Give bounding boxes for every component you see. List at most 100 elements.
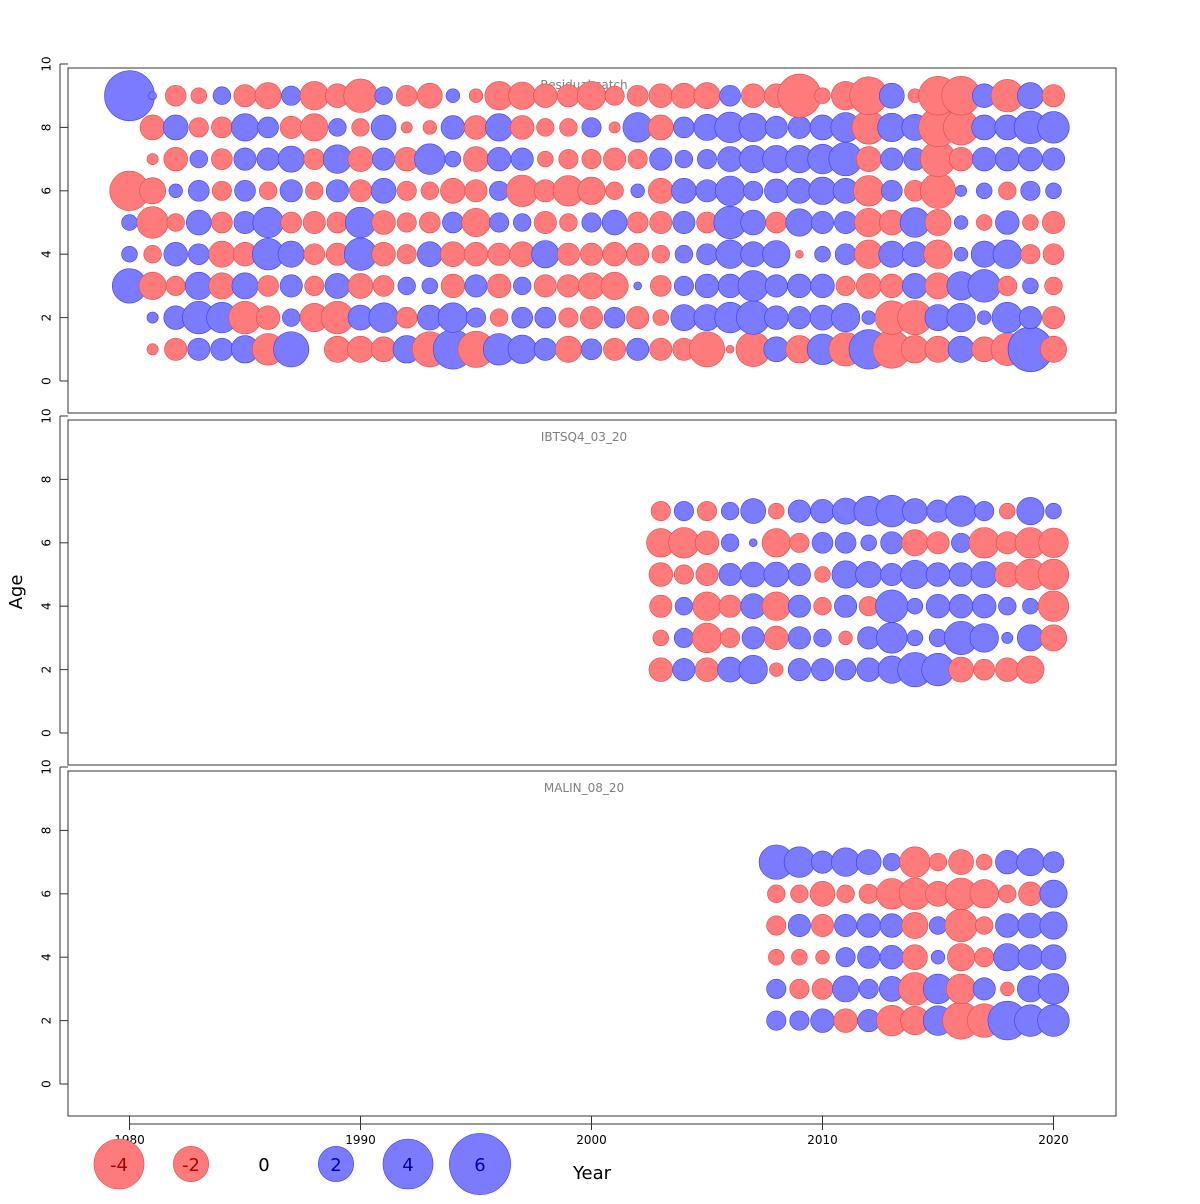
positive-residual-bubble (344, 206, 377, 239)
legend-bubble (318, 1146, 354, 1182)
positive-residual-bubble (282, 308, 301, 327)
positive-residual-bubble (787, 914, 811, 937)
negative-residual-bubble (1018, 881, 1043, 906)
positive-residual-bubble (831, 560, 860, 589)
positive-residual-bubble (233, 147, 257, 171)
negative-residual-bubble (648, 83, 673, 108)
negative-residual-bubble (580, 306, 603, 330)
negative-residual-bubble (211, 148, 233, 170)
negative-residual-bubble (577, 176, 606, 205)
negative-residual-bubble (536, 118, 555, 137)
negative-residual-bubble (604, 85, 625, 106)
positive-residual-bubble (740, 241, 767, 267)
negative-residual-bubble (833, 1008, 858, 1033)
negative-residual-bubble (396, 244, 417, 265)
negative-residual-bubble (902, 944, 928, 971)
positive-residual-bubble (945, 495, 977, 527)
positive-residual-bubble (875, 589, 909, 623)
negative-residual-bubble (1042, 211, 1065, 234)
negative-residual-bubble (608, 121, 621, 134)
positive-residual-bubble (277, 240, 305, 268)
positive-residual-bubble (879, 945, 904, 970)
negative-residual-bubble (556, 84, 580, 108)
positive-residual-bubble (186, 209, 212, 236)
positive-residual-bubble (414, 143, 446, 175)
positive-residual-bubble (783, 846, 816, 878)
negative-residual-bubble (626, 306, 650, 330)
negative-residual-bubble (924, 209, 952, 236)
positive-residual-bubble (421, 277, 439, 295)
positive-residual-bubble (1016, 848, 1045, 877)
negative-residual-bubble (697, 501, 717, 522)
positive-residual-bubble (397, 276, 416, 296)
positive-residual-bubble (855, 849, 882, 875)
positive-residual-bubble (740, 561, 767, 588)
positive-residual-bubble (738, 655, 768, 685)
positive-residual-bubble (787, 594, 811, 618)
negative-residual-bubble (146, 153, 159, 165)
positive-residual-bubble (273, 331, 310, 368)
positive-residual-bubble (437, 302, 468, 333)
negative-residual-bubble (326, 211, 349, 234)
positive-residual-bubble (121, 245, 138, 263)
positive-residual-bubble (581, 117, 602, 138)
positive-residual-bubble (856, 657, 881, 682)
negative-residual-bubble (650, 501, 671, 522)
negative-residual-bubble (400, 121, 413, 134)
positive-residual-bubble (906, 629, 924, 647)
negative-residual-bubble (695, 563, 719, 586)
positive-residual-bubble (975, 182, 993, 200)
negative-residual-bubble (948, 146, 974, 172)
positive-residual-bubble (786, 178, 813, 204)
positive-residual-bubble (880, 531, 904, 555)
positive-residual-bubble (879, 913, 904, 938)
legend-label: 2 (330, 1155, 341, 1176)
positive-residual-bubble (1037, 1004, 1070, 1037)
negative-residual-bubble (858, 883, 879, 904)
positive-residual-bubble (764, 115, 788, 139)
positive-residual-bubble (977, 310, 992, 325)
negative-residual-bubble (948, 849, 974, 875)
negative-residual-bubble (693, 82, 721, 110)
negative-residual-bubble (928, 852, 948, 872)
legend-bubble (382, 1138, 434, 1190)
positive-residual-bubble (671, 178, 697, 204)
negative-residual-bubble (1042, 243, 1065, 265)
negative-residual-bubble (795, 249, 804, 259)
negative-residual-bubble (395, 306, 418, 329)
positive-residual-bubble (507, 334, 537, 364)
negative-residual-bubble (395, 84, 418, 107)
negative-residual-bubble (1040, 624, 1067, 652)
positive-residual-bubble (485, 113, 514, 142)
negative-residual-bubble (718, 594, 742, 618)
negative-residual-bubble (626, 211, 649, 234)
negative-residual-bubble (651, 245, 670, 264)
positive-residual-bubble (955, 184, 967, 197)
positive-residual-bubble (834, 532, 857, 554)
positive-residual-bubble (534, 306, 557, 329)
negative-residual-bubble (602, 242, 627, 267)
negative-residual-bubble (814, 87, 831, 104)
negative-residual-bubble (463, 242, 489, 267)
positive-residual-bubble (1022, 597, 1039, 615)
negative-residual-bubble (649, 337, 673, 361)
positive-residual-bubble (580, 338, 603, 361)
positive-residual-bubble (718, 563, 742, 586)
negative-residual-bubble (649, 594, 673, 618)
negative-residual-bubble (464, 179, 488, 203)
negative-residual-bubble (163, 146, 188, 172)
positive-residual-bubble (834, 594, 858, 618)
positive-residual-bubble (972, 146, 997, 172)
negative-residual-bubble (188, 117, 209, 138)
positive-residual-bubble (946, 303, 976, 333)
y-tick-label: 0 (40, 1080, 54, 1088)
panel-frame (67, 67, 1117, 414)
y-tick-label: 2 (40, 1017, 54, 1025)
positive-residual-bubble (971, 114, 998, 141)
negative-residual-bubble (416, 82, 443, 109)
negative-residual-bubble (299, 81, 329, 111)
negative-residual-bubble (627, 149, 648, 170)
positive-residual-bubble (900, 559, 930, 590)
positive-residual-bubble (787, 658, 811, 682)
negative-residual-bubble (323, 335, 351, 363)
